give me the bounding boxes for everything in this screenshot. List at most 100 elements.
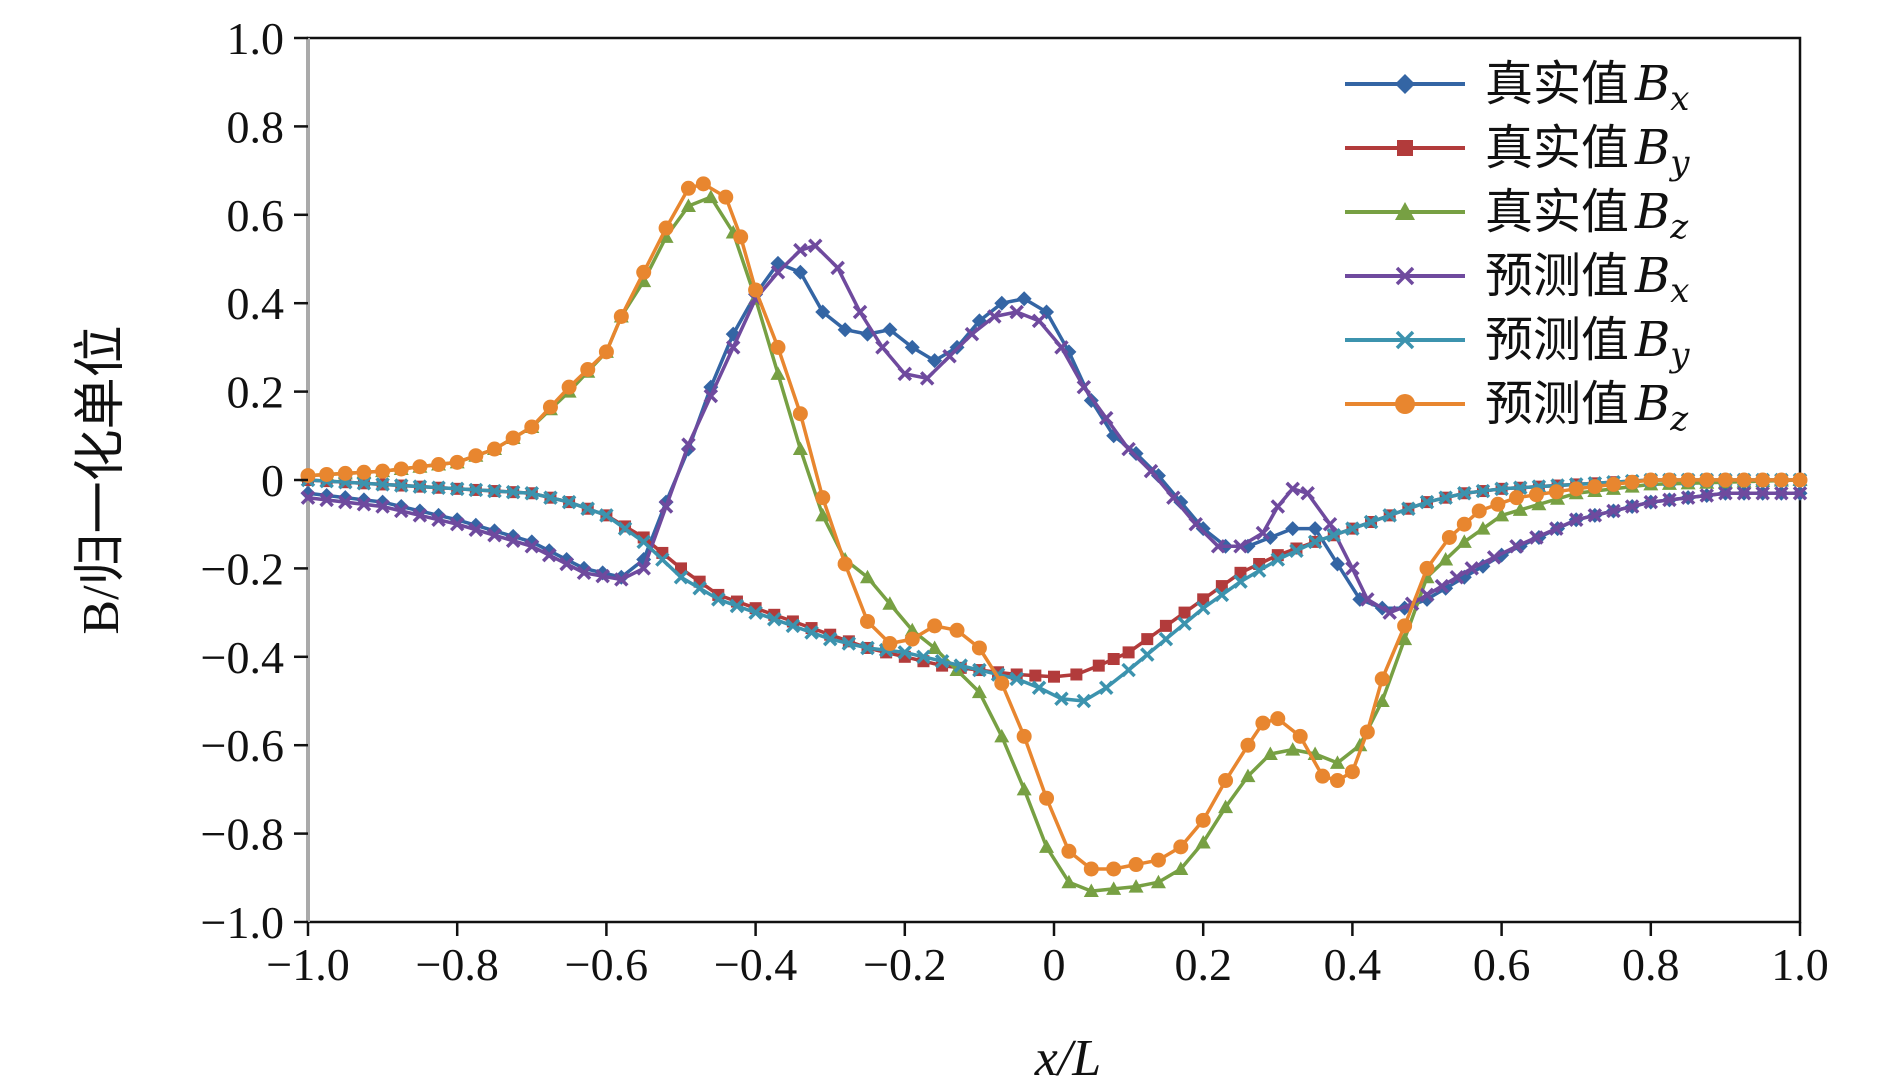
point-marker [412, 508, 428, 523]
point-marker [580, 501, 595, 516]
point-marker [792, 441, 808, 456]
legend-item: 预测值 Bz [1345, 376, 1689, 439]
point-marker [1755, 486, 1770, 501]
series-5 [300, 472, 1808, 709]
point-marker [1240, 737, 1256, 753]
point-marker [1329, 773, 1345, 789]
point-marker [1486, 550, 1502, 565]
point-marker [748, 605, 763, 620]
point-marker [837, 556, 853, 572]
point-marker [658, 499, 674, 514]
point-marker [841, 636, 857, 651]
point-marker [431, 512, 446, 528]
legend-label: 预测值 Bz [1485, 376, 1689, 439]
point-marker [431, 457, 447, 473]
point-marker [319, 466, 335, 482]
point-marker [703, 388, 719, 404]
point-marker [394, 478, 409, 493]
point-marker [598, 344, 614, 360]
point-marker [1382, 508, 1397, 523]
point-marker [375, 499, 390, 514]
point-marker [1166, 490, 1181, 505]
point-marker [375, 463, 391, 479]
point-marker [658, 220, 674, 236]
point-marker [804, 625, 819, 640]
point-marker [505, 533, 521, 549]
point-marker [1106, 861, 1122, 877]
point-marker [1285, 521, 1301, 537]
point-marker [505, 484, 521, 500]
x-tick-label: −0.8 [415, 939, 498, 990]
point-marker [1736, 486, 1752, 501]
legend-item: 真实值 By [1345, 120, 1690, 183]
legend-item: 预测值 Bx [1345, 248, 1689, 311]
point-marker [1548, 484, 1564, 500]
point-marker [1434, 578, 1450, 594]
point-marker [1438, 490, 1453, 505]
point-marker [1195, 834, 1211, 849]
point-marker [681, 437, 696, 452]
point-marker [1490, 496, 1506, 512]
legend-label: 预测值 Bx [1485, 248, 1689, 311]
point-marker [1150, 874, 1166, 889]
point-marker [792, 264, 808, 280]
point-marker [1395, 266, 1415, 286]
series-layer [300, 176, 1808, 898]
x-tick-label: 0.8 [1622, 939, 1680, 990]
point-marker [748, 282, 764, 298]
point-marker [636, 264, 652, 280]
x-tick-label: −0.6 [565, 939, 648, 990]
point-marker [1197, 593, 1210, 606]
point-marker [1359, 724, 1375, 740]
point-marker [1150, 468, 1166, 484]
point-marker [680, 180, 696, 196]
point-marker [1464, 561, 1479, 576]
point-marker [487, 441, 502, 457]
legend-label: 预测值 By [1485, 312, 1690, 375]
point-marker [319, 492, 334, 508]
point-marker [1587, 479, 1603, 495]
point-marker [897, 645, 913, 660]
point-marker [1441, 529, 1457, 545]
point-marker [1329, 755, 1345, 769]
point-marker [636, 534, 651, 550]
point-marker [356, 497, 372, 512]
point-marker [994, 675, 1010, 691]
point-marker [1262, 529, 1278, 545]
point-marker [524, 419, 540, 435]
point-marker [1121, 662, 1136, 678]
point-marker [1218, 799, 1234, 814]
point-marker [1215, 580, 1228, 593]
point-marker [636, 561, 651, 576]
point-marker [542, 399, 558, 415]
series-1 [300, 255, 1808, 616]
point-marker [1457, 486, 1472, 501]
point-marker [1509, 490, 1525, 506]
point-marker [1774, 486, 1789, 501]
point-marker [1173, 494, 1189, 510]
point-marker [393, 499, 409, 515]
y-tick-label: 0.4 [227, 278, 285, 329]
point-marker [599, 508, 614, 523]
point-marker [1449, 570, 1465, 585]
point-marker [1401, 501, 1416, 516]
point-marker [1587, 508, 1603, 523]
point-marker [1270, 552, 1286, 567]
point-marker [1475, 483, 1491, 499]
point-marker [1188, 516, 1203, 532]
point-marker [356, 476, 372, 491]
point-marker [1251, 563, 1267, 578]
point-marker [927, 640, 943, 654]
point-marker [393, 461, 409, 477]
point-marker [1076, 693, 1092, 709]
point-marker [1270, 711, 1286, 727]
point-marker [852, 304, 868, 320]
point-marker [449, 516, 465, 532]
point-marker [1512, 502, 1528, 516]
point-marker [897, 366, 913, 382]
point-marker [1061, 843, 1077, 859]
point-marker [770, 339, 786, 355]
point-marker [1717, 472, 1733, 488]
point-marker [576, 565, 592, 581]
